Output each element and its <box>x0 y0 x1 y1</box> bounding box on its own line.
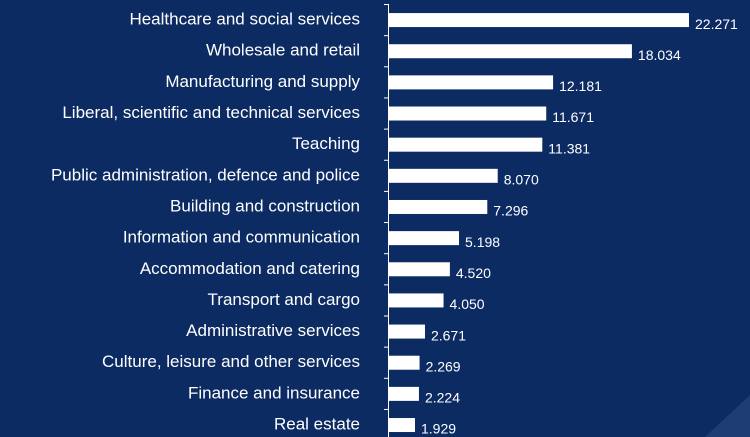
bar <box>389 44 632 59</box>
value-label: 7.296 <box>493 203 528 219</box>
category-label: Finance and insurance <box>188 383 360 402</box>
bar <box>389 262 450 277</box>
value-label: 2.671 <box>431 327 466 343</box>
bar <box>389 231 460 246</box>
bar <box>389 355 420 370</box>
category-label: Culture, leisure and other services <box>102 352 360 371</box>
category-label: Information and communication <box>123 228 360 247</box>
value-label: 12.181 <box>559 78 602 94</box>
category-label: Transport and cargo <box>208 290 360 309</box>
corner-decoration <box>705 395 750 437</box>
value-label: 18.034 <box>638 47 681 63</box>
bar <box>389 418 415 433</box>
category-label: Healthcare and social services <box>129 10 360 29</box>
category-label: Manufacturing and supply <box>165 72 360 91</box>
value-label: 1.929 <box>421 421 456 437</box>
value-label: 2.269 <box>426 358 461 374</box>
category-label: Wholesale and retail <box>206 41 360 60</box>
category-label: Liberal, scientific and technical servic… <box>62 103 360 122</box>
bar <box>389 386 419 401</box>
value-label: 11.671 <box>552 109 594 125</box>
bar <box>389 199 488 214</box>
value-label: 5.198 <box>465 234 500 250</box>
category-label: Public administration, defence and polic… <box>51 165 360 184</box>
bar <box>389 106 547 121</box>
bar <box>389 75 554 90</box>
category-label: Administrative services <box>186 321 360 340</box>
bar <box>389 324 425 339</box>
value-label: 11.381 <box>548 140 590 156</box>
category-label: Building and construction <box>170 196 360 215</box>
value-label: 22.271 <box>695 16 738 32</box>
category-label: Real estate <box>274 415 360 434</box>
category-label: Teaching <box>292 134 360 153</box>
bar <box>389 293 444 308</box>
category-label: Accommodation and catering <box>140 259 360 278</box>
bar <box>389 13 689 28</box>
value-label: 8.070 <box>504 172 539 188</box>
value-label: 4.520 <box>456 265 491 281</box>
bar <box>389 168 498 183</box>
value-label: 4.050 <box>450 296 485 312</box>
bar <box>389 137 543 152</box>
value-label: 2.224 <box>425 390 460 406</box>
